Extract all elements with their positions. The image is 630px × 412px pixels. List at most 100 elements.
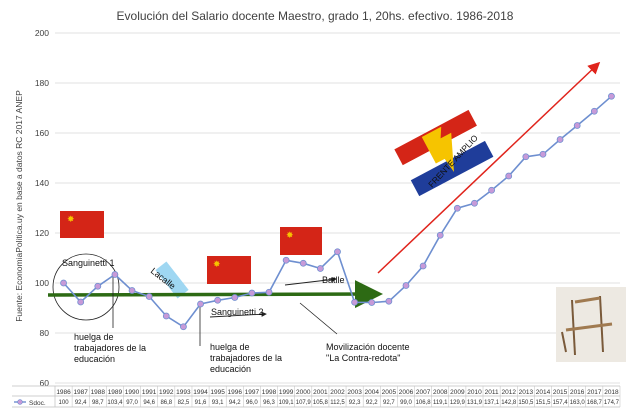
data-label: 106,8 bbox=[416, 400, 432, 406]
data-point bbox=[334, 248, 341, 256]
flag-1996-icon: ✸ bbox=[207, 256, 251, 284]
y-axis-ticks: 60 80 100 120 140 160 180 200 bbox=[35, 28, 49, 388]
data-label: 163,0 bbox=[570, 400, 586, 406]
data-label: 93,1 bbox=[212, 400, 224, 406]
data-label: 91,6 bbox=[195, 400, 207, 406]
y-tick-label: 60 bbox=[40, 378, 50, 388]
lacalle-stripe bbox=[155, 261, 189, 299]
data-point bbox=[453, 204, 461, 212]
label-movilizacion-line1: Movilización docente bbox=[326, 342, 410, 352]
data-point bbox=[162, 312, 170, 320]
x-tick-label: 1990 bbox=[125, 389, 140, 396]
data-point bbox=[282, 256, 290, 264]
frente-amplio-trend-arrow bbox=[377, 61, 601, 274]
x-tick-label: 1996 bbox=[228, 389, 243, 396]
x-tick-label: 2002 bbox=[330, 389, 345, 396]
data-label: 92,7 bbox=[383, 400, 395, 406]
x-tick-label: 2015 bbox=[553, 389, 568, 396]
x-tick-label: 1988 bbox=[91, 389, 106, 396]
flag-1987-icon: ✸ bbox=[60, 211, 104, 238]
data-point bbox=[368, 299, 376, 306]
label-movilizacion-line2: "La Contra-redota" bbox=[326, 353, 400, 363]
y-tick-label: 120 bbox=[35, 228, 49, 238]
x-tick-label: 2004 bbox=[365, 389, 380, 396]
flag-2000-icon: ✸ bbox=[280, 227, 322, 255]
data-label: 137,1 bbox=[484, 400, 500, 406]
x-tick-label: 1986 bbox=[56, 389, 71, 396]
data-point bbox=[128, 287, 136, 294]
data-point bbox=[77, 298, 85, 306]
y-tick-label: 80 bbox=[40, 328, 50, 338]
x-tick-label: 2000 bbox=[296, 389, 311, 396]
x-tick-label: 2006 bbox=[399, 389, 414, 396]
data-label: 94,2 bbox=[229, 400, 241, 406]
data-point bbox=[608, 92, 615, 100]
label-huelga-2-line2: trabajadores de la bbox=[210, 353, 282, 363]
x-tick-label: 2008 bbox=[433, 389, 448, 396]
data-label: 82,5 bbox=[178, 400, 190, 406]
data-label: 129,9 bbox=[450, 400, 466, 406]
data-label: 86,8 bbox=[160, 400, 172, 406]
data-label: 98,7 bbox=[92, 400, 104, 406]
data-label: 96,0 bbox=[246, 400, 258, 406]
label-sanguinetti1: Sanguinetti 1 bbox=[62, 258, 115, 268]
chair-image-icon bbox=[556, 287, 626, 362]
data-label: 97,0 bbox=[126, 400, 138, 406]
data-label: 100 bbox=[59, 400, 70, 406]
source-label: Fuente: EconomiaPolitica.uy en base a da… bbox=[14, 90, 24, 322]
data-label: 92,2 bbox=[366, 400, 378, 406]
data-point bbox=[214, 296, 222, 304]
data-label: 105,8 bbox=[313, 400, 329, 406]
x-tick-label: 2003 bbox=[347, 389, 362, 396]
frente-amplio-flag-icon bbox=[394, 109, 494, 197]
data-label: 92,4 bbox=[75, 400, 87, 406]
y-tick-label: 100 bbox=[35, 278, 49, 288]
gridlines bbox=[55, 32, 620, 384]
data-label: 150,5 bbox=[518, 400, 534, 406]
y-tick-label: 160 bbox=[35, 128, 49, 138]
data-point bbox=[231, 294, 239, 301]
label-batlle: Batlle bbox=[322, 275, 345, 285]
data-label: 142,8 bbox=[501, 400, 517, 406]
y-tick-label: 200 bbox=[35, 28, 49, 38]
x-tick-label: 1989 bbox=[108, 389, 123, 396]
data-point bbox=[197, 300, 204, 308]
data-point bbox=[248, 289, 256, 297]
label-huelga-1-line1: huelga de bbox=[74, 332, 114, 342]
x-tick-label: 2013 bbox=[519, 389, 534, 396]
x-tick-label: 1992 bbox=[159, 389, 174, 396]
legend-label: Sdoc. bbox=[29, 400, 46, 407]
x-tick-label: 2011 bbox=[485, 389, 499, 396]
x-tick-label: 1994 bbox=[193, 389, 208, 396]
data-point bbox=[436, 231, 444, 239]
y-tick-label: 180 bbox=[35, 78, 49, 88]
x-tick-label: 1999 bbox=[279, 389, 294, 396]
data-label: 157,4 bbox=[553, 400, 569, 406]
data-label: 112,5 bbox=[330, 400, 345, 406]
data-point bbox=[316, 265, 324, 272]
data-point bbox=[351, 298, 359, 306]
x-tick-label: 2010 bbox=[467, 389, 482, 396]
data-label: 92,3 bbox=[349, 400, 361, 406]
data-point bbox=[556, 136, 564, 143]
data-point bbox=[573, 122, 581, 129]
x-tick-label: 2018 bbox=[604, 389, 619, 396]
data-point bbox=[265, 288, 273, 296]
data-point bbox=[111, 271, 119, 278]
data-table: Sdoc.1986100198792,4198898,71989103,4199… bbox=[12, 385, 621, 408]
data-label: 119,1 bbox=[433, 400, 448, 406]
label-huelga-1-line2: trabajadores de la bbox=[74, 343, 146, 353]
x-tick-label: 2014 bbox=[536, 389, 551, 396]
data-point bbox=[60, 279, 67, 287]
data-label: 109,1 bbox=[279, 400, 295, 406]
data-label: 107,9 bbox=[296, 400, 312, 406]
x-tick-label: 1993 bbox=[176, 389, 191, 396]
data-point bbox=[505, 172, 513, 180]
x-tick-label: 2016 bbox=[570, 389, 585, 396]
data-label: 174,7 bbox=[604, 400, 620, 406]
x-tick-label: 2012 bbox=[501, 389, 516, 396]
series-sdoc bbox=[60, 92, 615, 331]
x-tick-label: 2005 bbox=[382, 389, 397, 396]
x-tick-label: 1998 bbox=[262, 389, 277, 396]
